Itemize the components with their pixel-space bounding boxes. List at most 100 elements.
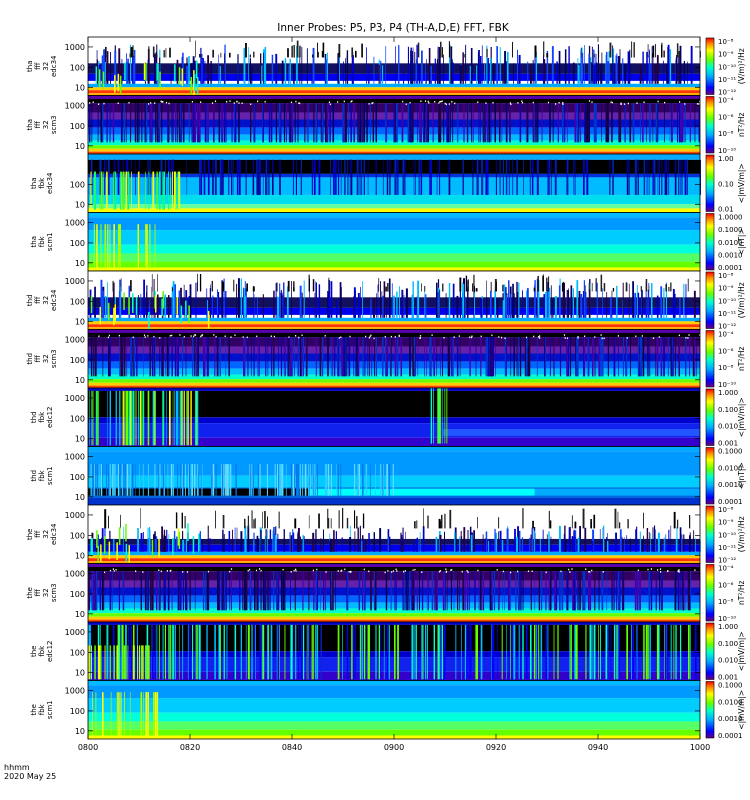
spectral-spike <box>166 529 168 552</box>
colorbar-tick-label: 10⁻¹¹ <box>718 310 736 318</box>
spectral-dot <box>143 334 146 336</box>
spectral-column <box>412 337 414 377</box>
spectral-column <box>479 571 481 611</box>
spectral-spike <box>378 64 380 84</box>
spectral-column <box>495 159 497 195</box>
spectral-dot <box>259 568 261 570</box>
spectral-column <box>365 624 367 680</box>
spectral-column <box>382 337 384 377</box>
spectral-spike <box>494 286 496 292</box>
spectral-column <box>262 624 264 680</box>
spectral-dot <box>440 100 442 103</box>
spectral-spike <box>616 53 618 84</box>
spectral-column <box>317 624 319 680</box>
y-tick-label: 1000 <box>65 277 85 286</box>
spectral-column <box>185 337 187 377</box>
spectral-column <box>433 337 435 377</box>
spectral-column <box>125 390 126 446</box>
spectral-column <box>281 464 283 496</box>
spectral-column <box>652 103 654 143</box>
spectral-spike <box>405 288 408 318</box>
spectral-spike <box>113 307 115 326</box>
spectral-column <box>95 692 97 737</box>
y-tick-label: 10 <box>75 317 85 326</box>
spectral-spike <box>563 299 565 318</box>
spectral-spike <box>368 533 370 552</box>
spectral-column <box>429 337 431 377</box>
spectral-spike <box>512 41 513 58</box>
spectral-spike <box>441 514 443 529</box>
spectral-spike <box>218 54 219 84</box>
spectral-column <box>218 571 220 611</box>
panel-ylabel: tha fff 32 scm3 <box>26 115 58 134</box>
spectral-spike <box>527 61 529 84</box>
spectral-spike <box>387 283 389 292</box>
spectral-spike <box>113 538 115 552</box>
spectral-spike <box>247 515 249 529</box>
spectral-spike <box>301 292 303 318</box>
spectral-dot <box>229 100 231 102</box>
spectral-spike <box>386 300 388 318</box>
spectral-column <box>179 390 181 446</box>
spectral-spike <box>200 47 202 84</box>
spectral-column <box>615 624 616 680</box>
spectral-dot <box>256 335 258 338</box>
spectral-column <box>402 159 404 195</box>
spectral-column <box>374 337 375 377</box>
colorbar-label: <|mV/m|> <box>737 690 746 730</box>
spectral-band <box>88 93 700 96</box>
spectral-column <box>100 103 103 143</box>
spectral-column <box>499 159 501 195</box>
spectral-column <box>262 103 264 143</box>
spectral-column <box>101 103 104 143</box>
spectral-column <box>689 103 691 143</box>
spectral-spike <box>240 278 242 318</box>
spectral-dot <box>477 101 479 103</box>
spectral-column <box>196 337 198 377</box>
spectral-column <box>95 390 97 446</box>
spectral-spike <box>207 525 209 552</box>
spectral-band <box>534 488 700 496</box>
spectral-column <box>513 624 515 680</box>
spectral-dot <box>510 571 512 574</box>
spectral-column <box>559 337 562 377</box>
spectral-column <box>189 464 191 496</box>
spectral-dot <box>200 101 202 103</box>
spectral-dot <box>698 103 700 105</box>
spectral-column <box>354 624 356 680</box>
spectral-spike <box>427 515 429 529</box>
spectral-column <box>153 692 155 737</box>
spectral-spike <box>260 53 262 84</box>
spectral-dot <box>194 334 197 336</box>
spectral-spike <box>292 532 295 552</box>
date-label: 2020 May 25 <box>4 772 56 781</box>
spectral-spike <box>228 531 231 552</box>
spectral-column <box>205 571 207 611</box>
spectral-dot <box>391 571 393 573</box>
panel-ylabel-line: thd <box>26 294 34 306</box>
spectral-spike <box>590 522 592 529</box>
spectral-column <box>121 103 123 143</box>
spectral-dot <box>657 100 659 103</box>
spectral-spike <box>178 67 181 85</box>
spectral-column <box>470 624 472 680</box>
spectral-column <box>646 159 648 195</box>
spectral-column <box>472 159 474 195</box>
spectral-column <box>231 103 233 143</box>
spectral-dot <box>169 335 171 337</box>
spectral-column <box>275 103 278 143</box>
spectral-column <box>130 390 132 446</box>
spectral-spike <box>120 278 122 292</box>
spectral-column <box>450 571 452 611</box>
spectral-spike <box>130 47 133 58</box>
spectral-spike <box>439 534 442 552</box>
spectral-column <box>203 159 206 195</box>
spectral-dot <box>694 569 696 571</box>
spectral-spike <box>505 294 508 318</box>
spectral-dot <box>337 101 339 103</box>
spectral-column <box>330 464 332 496</box>
spectral-column <box>463 103 465 143</box>
spectral-spike <box>177 528 180 546</box>
